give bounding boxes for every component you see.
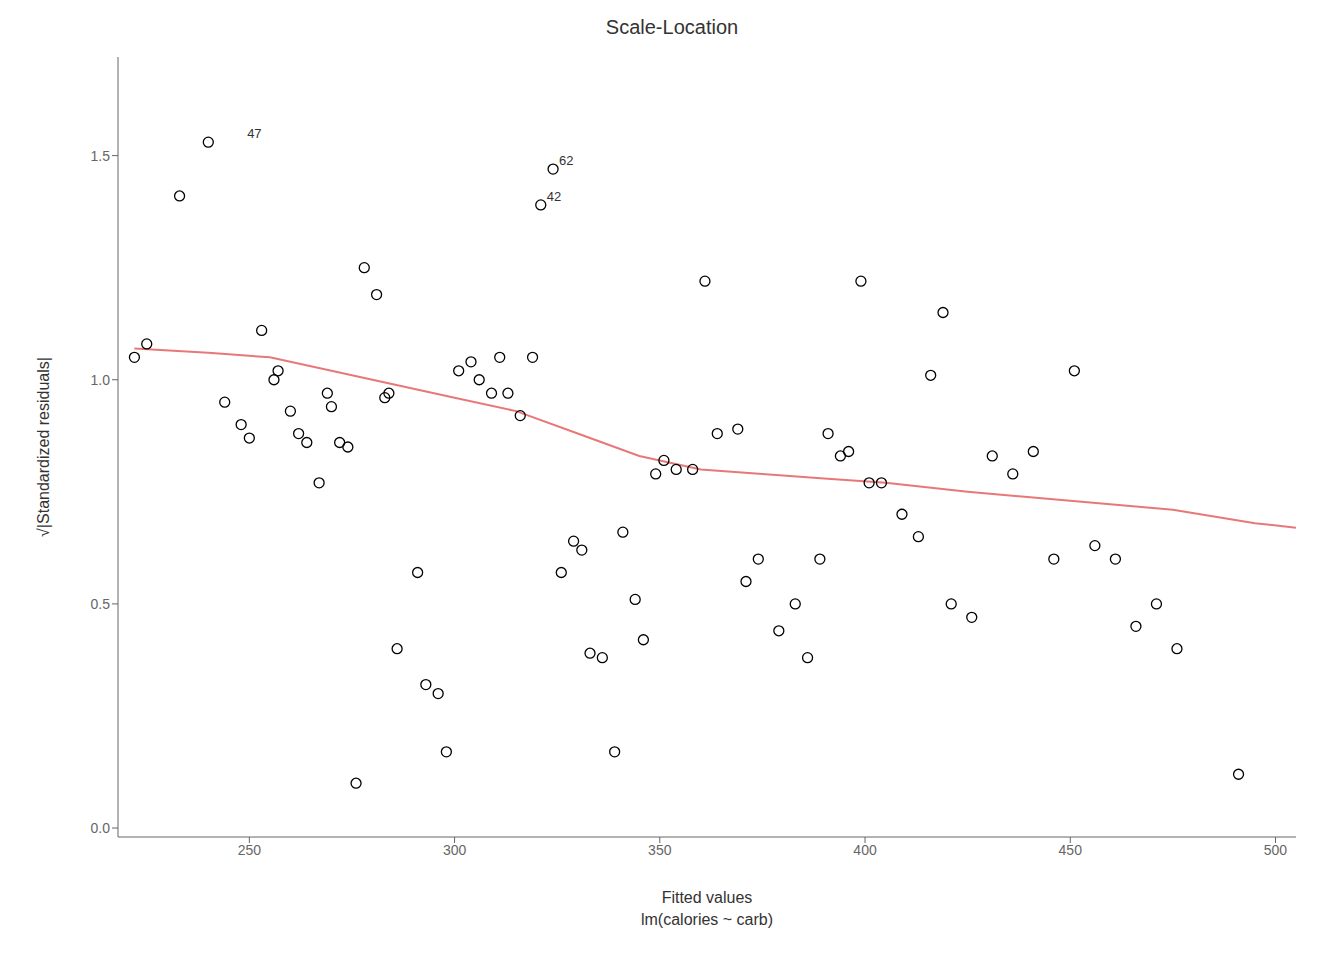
svg-text:250: 250	[238, 842, 262, 858]
svg-text:450: 450	[1059, 842, 1083, 858]
svg-text:500: 500	[1264, 842, 1288, 858]
svg-text:1.5: 1.5	[91, 148, 111, 164]
svg-text:0.0: 0.0	[91, 820, 111, 836]
svg-text:1.0: 1.0	[91, 372, 111, 388]
svg-text:400: 400	[853, 842, 877, 858]
svg-text:42: 42	[547, 189, 561, 204]
svg-text:300: 300	[443, 842, 467, 858]
html-text:Fitted values lm(calories ~ ca: Fitted values lm(calories ~ carb)	[641, 889, 773, 928]
svg-text:62: 62	[559, 153, 573, 168]
svg-text:47: 47	[247, 126, 261, 141]
svg-text:√|Standardized residuals|: √|Standardized residuals|	[35, 357, 52, 537]
html-text:Scale-Location: Scale-Location	[605, 16, 739, 38]
svg-text:350: 350	[648, 842, 672, 858]
svg-text:0.5: 0.5	[91, 596, 111, 612]
